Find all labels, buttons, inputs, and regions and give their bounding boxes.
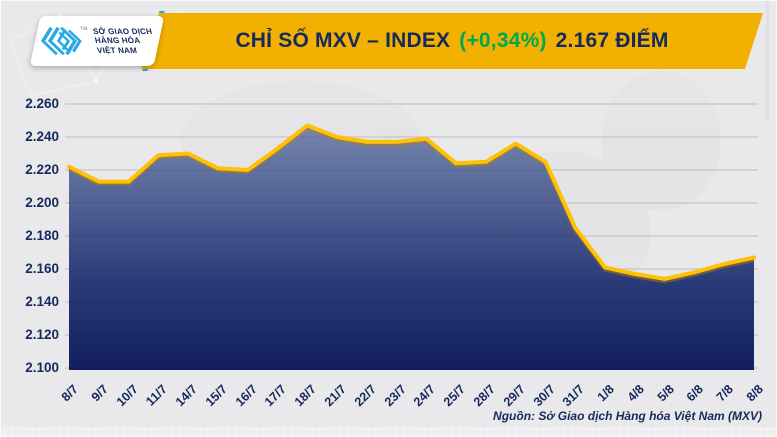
y-axis-tick-label: 2.200 bbox=[25, 195, 59, 210]
y-axis-tick-label: 2.140 bbox=[25, 294, 59, 309]
y-axis-tick-label: 2.100 bbox=[25, 360, 59, 375]
index-line-shadow bbox=[68, 125, 755, 284]
page-title: CHỈ SỐ MXV – INDEX bbox=[235, 29, 451, 52]
index-change-percent: (+0,34%) bbox=[459, 29, 547, 52]
y-axis-tick-label: 2.260 bbox=[25, 96, 59, 111]
source-note: Nguồn: Sở Giao dịch Hàng hóa Việt Nam (M… bbox=[493, 409, 762, 423]
y-axis-tick-label: 2.220 bbox=[25, 162, 59, 177]
grid-lines-overlay bbox=[65, 103, 758, 369]
mxv-chevrons-icon bbox=[40, 26, 82, 56]
index-line bbox=[67, 123, 756, 281]
bottom-dotted-strip bbox=[1, 427, 776, 436]
y-axis-tick-label: 2.120 bbox=[25, 327, 59, 342]
y-axis-tick-label: 2.240 bbox=[25, 129, 59, 144]
index-value: 2.167 ĐIỂM bbox=[555, 29, 669, 52]
y-axis-tick-label: 2.160 bbox=[25, 261, 59, 276]
mxv-logo: TM SỞ GIAO DỊCH HÀNG HÓA VIỆT NAM bbox=[30, 16, 165, 66]
area-fill bbox=[69, 125, 754, 370]
y-axis-tick-label: 2.180 bbox=[25, 228, 59, 243]
header-banner: CHỈ SỐ MXV – INDEX (+0,34%) 2.167 ĐIỂM bbox=[141, 13, 763, 69]
